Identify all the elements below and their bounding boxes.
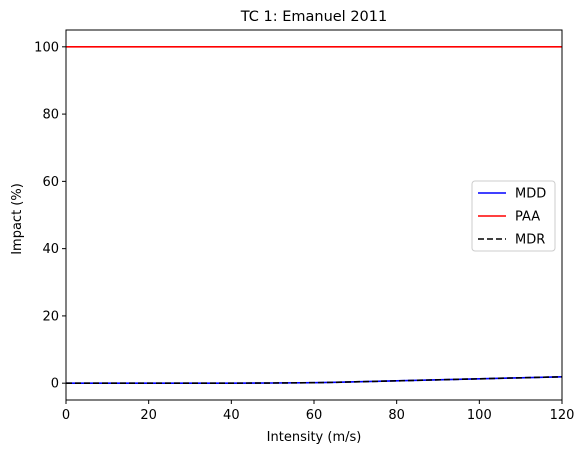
y-tick-label: 100 (34, 40, 59, 55)
x-tick-label: 40 (223, 408, 240, 423)
x-tick-label: 100 (467, 408, 492, 423)
plot-area (66, 46, 562, 384)
y-tick-label: 0 (51, 377, 59, 392)
legend-box (471, 180, 556, 252)
x-tick-label: 120 (550, 408, 575, 423)
series-line-mdr (66, 375, 562, 384)
legend-label-mdr: MDR (515, 233, 545, 248)
chart-title: TC 1: Emanuel 2011 (240, 9, 387, 25)
x-tick-label: 60 (306, 408, 323, 423)
y-tick-label: 80 (42, 108, 59, 123)
x-tick-label: 80 (388, 408, 405, 423)
legend-label-mdd: MDD (515, 187, 546, 202)
y-axis-label: Impact (%) (10, 183, 25, 255)
x-tick-label: 20 (140, 408, 157, 423)
x-tick-label: 0 (62, 408, 70, 423)
y-tick-label: 60 (42, 175, 59, 190)
axes: 0 20 40 60 80 100 120 0 20 40 60 80 100 (34, 29, 575, 423)
y-tick-label: 40 (42, 242, 59, 257)
legend-label-paa: PAA (515, 210, 540, 225)
y-tick-label: 20 (42, 309, 59, 324)
x-axis-label: Intensity (m/s) (267, 430, 362, 445)
legend: MDD PAA MDR (471, 180, 556, 252)
